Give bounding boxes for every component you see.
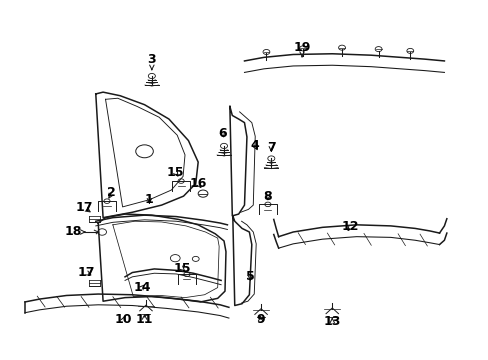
Text: 13: 13	[323, 315, 340, 328]
Text: 7: 7	[266, 141, 275, 154]
Text: 2: 2	[107, 186, 116, 199]
Circle shape	[148, 73, 155, 78]
Text: 19: 19	[293, 41, 310, 57]
Text: 17: 17	[77, 266, 95, 279]
Text: 15: 15	[166, 166, 183, 179]
Text: 11: 11	[136, 313, 153, 327]
Text: 1: 1	[145, 193, 154, 206]
Text: 15: 15	[173, 262, 191, 275]
Text: 5: 5	[245, 270, 254, 283]
Text: 6: 6	[218, 127, 226, 140]
Text: 12: 12	[341, 220, 359, 233]
Text: 10: 10	[115, 313, 132, 327]
Text: 18: 18	[64, 225, 85, 238]
Text: 14: 14	[133, 281, 150, 294]
Text: 17: 17	[76, 202, 93, 215]
Text: 3: 3	[147, 53, 156, 69]
Text: 4: 4	[250, 139, 259, 152]
Text: 16: 16	[189, 177, 206, 190]
Text: 8: 8	[263, 190, 272, 203]
Circle shape	[220, 143, 227, 149]
Circle shape	[267, 156, 274, 161]
Text: 9: 9	[256, 313, 264, 327]
